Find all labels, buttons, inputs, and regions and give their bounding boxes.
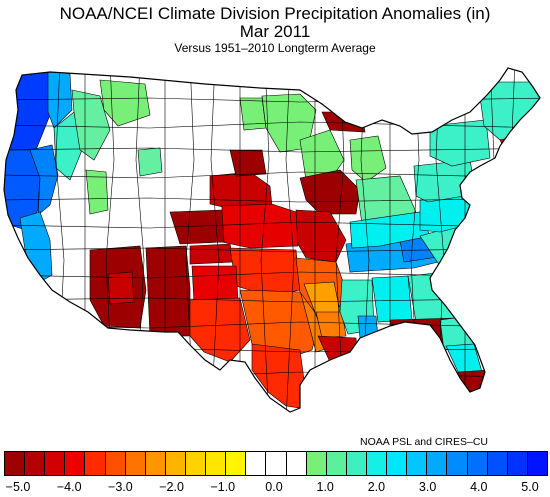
- region-wyoming-sw: [137, 147, 163, 177]
- division-boundary-line: [210, 68, 220, 412]
- region-kansas: [221, 203, 299, 249]
- credit-text: NOAA PSL and CIRES–CU: [360, 436, 488, 448]
- colorbar-swatch: [305, 451, 327, 476]
- division-boundary-line: [285, 68, 295, 412]
- division-boundary-line: [4, 271, 540, 279]
- colorbar-swatch: [4, 451, 26, 476]
- region-oregon-east: [53, 111, 83, 181]
- colorbar-swatch: [526, 451, 548, 476]
- region-georgia: [407, 271, 457, 323]
- colorbar-swatch: [386, 451, 408, 476]
- division-boundary-line: [4, 197, 540, 203]
- division-boundary-line: [4, 147, 540, 153]
- colorbar-tick-label: 2.0: [367, 480, 386, 494]
- colorbar-swatch: [285, 451, 307, 476]
- colorbar-tick-label: 4.0: [470, 480, 488, 494]
- colorbar-swatch: [265, 451, 287, 476]
- region-florida-south: [457, 369, 491, 401]
- colorbar-swatch: [104, 451, 126, 476]
- colorbar-swatch: [205, 451, 227, 476]
- map-title: NOAA/NCEI Climate Division Precipitation…: [59, 4, 491, 23]
- colorbar-swatch: [426, 451, 448, 476]
- colorbar-tick-label: −5.0: [5, 480, 31, 494]
- division-boundary-line: [260, 68, 270, 412]
- colorbar-swatch: [466, 451, 488, 476]
- colorbar-swatch: [184, 451, 207, 476]
- colorbar-swatch: [24, 451, 46, 476]
- region-new-mexico: [145, 245, 191, 337]
- region-northern-california-interior: [29, 144, 59, 216]
- colorbar-tick-label: −1.0: [210, 480, 236, 494]
- colorbar-swatch: [365, 451, 388, 476]
- division-boundary-line: [4, 297, 540, 303]
- colorbar-swatch: [446, 451, 468, 476]
- colorbar-tick-label: −4.0: [56, 480, 82, 494]
- region-arizona-central: [107, 271, 135, 305]
- division-boundary-line: [4, 171, 540, 179]
- colorbar-swatch: [486, 451, 508, 476]
- colorbar-swatch: [225, 451, 247, 476]
- colorbar-swatch: [144, 451, 166, 476]
- colorbar-swatch: [124, 451, 146, 476]
- colorbar-swatch: [164, 451, 186, 476]
- colorbar-swatch: [345, 451, 367, 476]
- colorbar-tick-label: −3.0: [108, 480, 133, 494]
- map-caption: Versus 1951–2010 Longterm Average: [174, 41, 376, 55]
- region-texas-south: [251, 343, 305, 409]
- region-idaho: [71, 89, 111, 161]
- colorbar-swatch: [84, 451, 106, 476]
- region-michigan-lower: [349, 135, 387, 183]
- colorbar-swatch: [325, 451, 347, 476]
- region-new-york: [429, 119, 491, 167]
- colorbar-tick-label: −2.0: [159, 480, 184, 494]
- division-boundary-line: [4, 247, 540, 253]
- division-boundary-line: [185, 68, 195, 412]
- region-texas-panhandle: [191, 265, 239, 303]
- region-louisiana-north: [315, 311, 347, 339]
- region-nevada-east: [85, 169, 109, 215]
- region-north-dakota-east: [239, 97, 267, 131]
- colorbar-swatch: [506, 451, 528, 476]
- colorbar-swatch: [64, 451, 86, 476]
- region-colorado-east: [169, 209, 225, 245]
- colorbar: [4, 451, 548, 476]
- colorbar-tick-label: 5.0: [521, 480, 539, 494]
- colorbar-tick-label: 1.0: [316, 480, 334, 494]
- colorbar-swatch: [245, 451, 267, 476]
- colorbar-swatch: [406, 451, 428, 476]
- colorbar-swatch: [44, 451, 66, 476]
- colorbar-tick-label: 0.0: [265, 480, 283, 494]
- division-boundary-line: [4, 221, 540, 229]
- region-montana-west: [99, 79, 151, 127]
- region-south-dakota-south: [229, 149, 267, 177]
- map-subtitle: Mar 2011: [239, 22, 311, 41]
- region-pennsylvania: [413, 159, 477, 203]
- region-oklahoma-panhandle: [189, 243, 235, 265]
- region-alabama: [371, 275, 413, 323]
- colorbar-tick-label: 3.0: [418, 480, 437, 494]
